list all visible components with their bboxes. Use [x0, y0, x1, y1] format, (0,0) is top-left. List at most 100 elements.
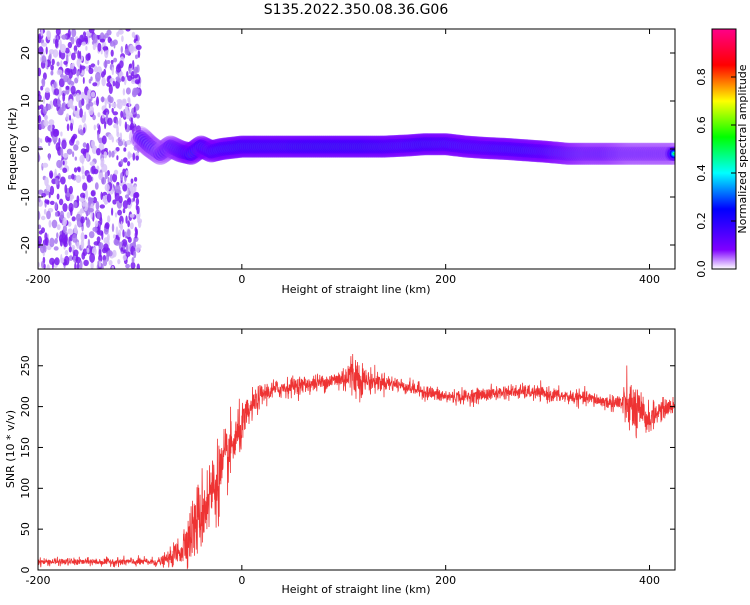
- noise-speckle: [136, 244, 140, 252]
- noise-speckle: [112, 136, 114, 142]
- noise-speckle: [59, 199, 63, 206]
- noise-speckle: [42, 78, 46, 87]
- noise-speckle: [81, 165, 84, 175]
- noise-speckle: [88, 197, 91, 203]
- noise-speckle: [117, 210, 122, 216]
- noise-speckle: [126, 244, 128, 252]
- noise-speckle: [69, 241, 71, 247]
- noise-speckle: [92, 227, 97, 232]
- noise-speckle: [49, 258, 55, 265]
- noise-speckle: [130, 222, 134, 229]
- noise-speckle: [107, 215, 110, 223]
- noise-speckle: [76, 93, 81, 102]
- noise-speckle: [49, 170, 53, 178]
- colorbar-tick-label: 0.0: [695, 260, 708, 278]
- noise-speckle: [92, 82, 97, 86]
- noise-speckle: [83, 142, 87, 147]
- noise-speckle: [121, 221, 123, 229]
- noise-speckle: [111, 50, 114, 57]
- noise-speckle: [54, 257, 59, 265]
- noise-speckle: [55, 39, 58, 48]
- noise-speckle: [111, 60, 114, 64]
- colorbar-tick-label: 0.2: [695, 212, 708, 230]
- colorbar-tick-label: 0.4: [695, 164, 708, 182]
- noise-speckle: [116, 226, 119, 235]
- noise-speckle: [81, 148, 87, 154]
- noise-speckle: [109, 97, 114, 104]
- noise-speckle: [131, 71, 134, 76]
- noise-speckle: [85, 190, 88, 200]
- noise-speckle: [129, 45, 134, 54]
- noise-speckle: [56, 160, 62, 168]
- noise-speckle: [69, 81, 75, 86]
- noise-speckle: [131, 178, 134, 183]
- noise-speckle: [123, 157, 128, 162]
- snr-x-tick-label: 200: [435, 574, 456, 587]
- snr-y-tick-label: 150: [19, 437, 32, 458]
- noise-speckle: [84, 95, 87, 100]
- noise-speckle: [64, 256, 69, 266]
- noise-speckle: [104, 33, 109, 38]
- noise-speckle: [86, 66, 88, 72]
- noise-speckle: [43, 96, 45, 104]
- noise-speckle: [116, 32, 119, 37]
- noise-speckle: [97, 60, 99, 66]
- noise-speckle: [65, 250, 69, 256]
- noise-speckle: [113, 81, 116, 87]
- noise-speckle: [128, 237, 132, 243]
- noise-speckle: [128, 153, 134, 157]
- noise-speckle: [87, 217, 90, 224]
- noise-speckle: [115, 212, 117, 217]
- noise-speckle: [63, 225, 67, 233]
- noise-speckle: [82, 202, 86, 207]
- spectrogram-x-tick-label: 400: [639, 273, 660, 286]
- noise-speckle: [111, 103, 116, 107]
- noise-speckle: [84, 111, 86, 120]
- noise-speckle: [51, 84, 54, 92]
- snr-y-tick-label: 100: [19, 478, 32, 499]
- colorbar-label: Normalized spectral amplitude: [736, 64, 749, 233]
- snr-y-tick-label: 200: [19, 396, 32, 417]
- noise-speckle: [129, 185, 133, 192]
- noise-speckle: [42, 43, 47, 47]
- noise-speckle: [82, 175, 85, 180]
- noise-speckle: [113, 124, 118, 129]
- noise-speckle: [97, 43, 101, 52]
- noise-speckle: [72, 216, 76, 221]
- noise-speckle: [127, 97, 130, 102]
- noise-speckle: [50, 71, 53, 76]
- noise-speckle: [52, 59, 55, 65]
- noise-speckle: [120, 111, 123, 118]
- noise-speckle: [95, 220, 99, 227]
- noise-speckle: [130, 214, 135, 218]
- noise-speckle: [126, 71, 128, 78]
- noise-speckle: [113, 234, 116, 238]
- noise-speckle: [125, 48, 130, 55]
- noise-speckle: [61, 34, 67, 39]
- snr-y-axis-label: SNR (10 * v/v): [4, 410, 17, 488]
- noise-speckle: [120, 159, 123, 165]
- noise-speckle: [100, 39, 105, 43]
- noise-speckle: [102, 135, 107, 144]
- noise-speckle: [76, 214, 81, 222]
- noise-speckle: [89, 253, 95, 263]
- spectrogram-y-axis-label: Frequency (Hz): [6, 108, 19, 191]
- noise-speckle: [121, 46, 123, 53]
- colorbar-tick-label: 0.8: [695, 68, 708, 86]
- noise-speckle: [70, 196, 73, 201]
- spectrogram-y-tick-label: 10: [19, 94, 32, 108]
- noise-speckle: [108, 177, 110, 184]
- noise-speckle: [127, 229, 130, 237]
- spectrogram-x-tick-label: -200: [26, 273, 51, 286]
- noise-speckle: [60, 147, 63, 157]
- noise-speckle: [74, 224, 77, 234]
- noise-speckle: [44, 209, 47, 215]
- noise-speckle: [127, 161, 130, 166]
- noise-speckle: [54, 246, 59, 250]
- noise-speckle: [60, 132, 62, 137]
- noise-speckle: [89, 231, 95, 238]
- noise-speckle: [57, 97, 60, 107]
- noise-speckle: [121, 76, 125, 82]
